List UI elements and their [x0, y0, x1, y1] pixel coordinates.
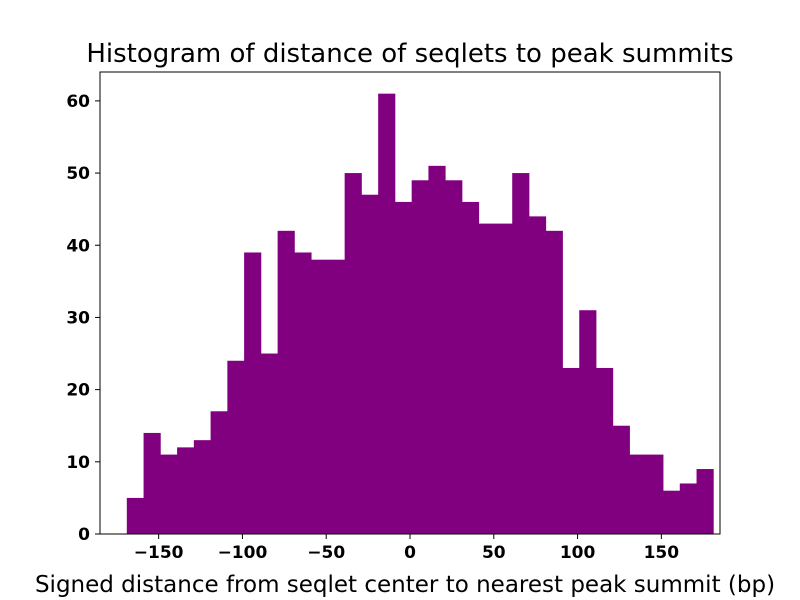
histogram-bar [294, 252, 312, 534]
histogram-bar [512, 173, 530, 534]
histogram-bar [344, 173, 362, 534]
histogram-bar [528, 216, 547, 534]
histogram-bar [378, 93, 396, 534]
histogram-bar [227, 360, 245, 534]
x-tick-label: 150 [644, 543, 680, 563]
histogram-bar [445, 180, 463, 534]
histogram-bar [177, 447, 195, 534]
histogram-bar [260, 353, 279, 534]
x-tick-label: 100 [560, 543, 596, 563]
y-tick-label: 10 [66, 453, 90, 473]
histogram-bar [562, 367, 580, 534]
y-tick-label: 0 [78, 525, 90, 545]
histogram-bar [143, 432, 161, 534]
bars-group [126, 93, 714, 534]
y-tick-label: 60 [66, 92, 90, 112]
histogram-bar [596, 367, 614, 534]
histogram-bar [679, 483, 697, 534]
histogram-bar [478, 223, 496, 534]
chart-title: Histogram of distance of seqlets to peak… [86, 39, 733, 69]
histogram-bar [311, 259, 329, 534]
histogram-bar [244, 252, 262, 534]
y-tick-label: 50 [66, 164, 90, 184]
histogram-bar [495, 223, 513, 534]
histogram-bar [428, 165, 446, 534]
x-tick-label: 50 [482, 543, 506, 563]
histogram-bar [646, 454, 664, 534]
y-axis-ticks: 0 10 20 30 40 50 60 [66, 92, 100, 545]
y-tick-label: 30 [66, 308, 90, 328]
histogram-bar [277, 230, 295, 534]
histogram-bar [696, 469, 714, 534]
histogram-bar [394, 201, 413, 534]
histogram-bar [411, 180, 429, 534]
histogram-bar [629, 454, 647, 534]
histogram-bar [361, 194, 379, 534]
histogram-bar [210, 411, 228, 534]
histogram-bar [663, 490, 681, 534]
histogram-bar [461, 201, 480, 534]
x-tick-label: −100 [218, 543, 268, 563]
x-tick-label: −150 [134, 543, 184, 563]
histogram-bar [126, 497, 144, 534]
y-tick-label: 20 [66, 381, 90, 401]
histogram-bar [579, 310, 597, 534]
x-tick-label: 0 [404, 543, 416, 563]
histogram-bar [327, 259, 346, 534]
histogram-bar [193, 440, 211, 534]
x-axis-ticks: −150 −100 −50 0 50 100 150 [134, 534, 679, 563]
histogram-bar [612, 425, 630, 534]
x-axis-label: Signed distance from seqlet center to ne… [35, 572, 775, 598]
y-tick-label: 40 [66, 236, 90, 256]
histogram-bar [160, 454, 178, 534]
histogram-bar [545, 230, 563, 534]
x-tick-label: −50 [307, 543, 345, 563]
